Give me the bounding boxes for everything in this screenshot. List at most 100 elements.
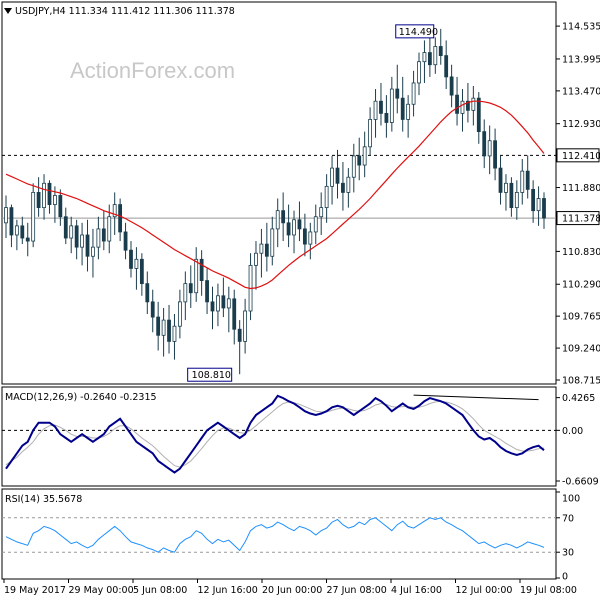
candles-group (4, 28, 546, 375)
candle-body (20, 225, 25, 239)
time-tick-label: 20 Jun 00:00 (262, 585, 322, 596)
time-tick-label: 12 Jul 00:00 (456, 585, 513, 596)
candle-body (194, 258, 199, 294)
candle-body (400, 97, 405, 120)
candle-body (292, 219, 296, 236)
candle-body (145, 283, 150, 303)
candle-body (466, 100, 470, 111)
candle-body (107, 216, 112, 242)
candle-body (319, 207, 324, 218)
candle-body (341, 182, 345, 193)
candle-body (221, 295, 226, 309)
candle-body (525, 170, 530, 190)
candle-body (482, 131, 487, 157)
hline-tag-frame (556, 148, 600, 163)
time-tick-label: 27 Jun 08:00 (327, 585, 387, 596)
rsi-tick-label: 70 (562, 513, 574, 524)
hline-tag: 112.410 (556, 148, 600, 163)
candle-body (112, 204, 117, 218)
high-label-frame (395, 24, 435, 39)
candle-body (476, 97, 481, 133)
candle-body (14, 225, 19, 236)
candle-body (286, 222, 291, 236)
rsi-tick-label: 30 (562, 548, 574, 559)
macd-panel: MACD(12,26,9) -0.2640 -0.2315 0.4265 0.00… (1, 386, 599, 488)
time-tick-label: 4 Jul 16:00 (391, 585, 442, 596)
time-tick-label: 29 May 00:00 (69, 585, 134, 596)
candle-body (63, 216, 68, 239)
candle-body (313, 216, 318, 233)
price-tick-label: 109.240 (562, 344, 600, 355)
price-panel-title: USDJPY,H4 111.334 111.412 111.306 111.37… (15, 6, 235, 17)
candle-body (449, 76, 454, 96)
candle-body (172, 325, 177, 342)
rsi-line (5, 517, 545, 553)
macd-tick-label: -0.6609 (562, 477, 599, 488)
candle-body (85, 234, 90, 257)
candle-body (417, 61, 421, 84)
candle-body (357, 155, 362, 166)
candle-body (536, 198, 541, 212)
candle-body (58, 195, 63, 218)
candle-body (373, 100, 378, 120)
candle-body (96, 228, 101, 248)
candle-body (368, 119, 373, 148)
candle-body (498, 167, 503, 193)
macd-panel-frame (1, 386, 557, 487)
candle-body (254, 252, 258, 266)
candle-body (384, 112, 389, 123)
candle-body (134, 258, 139, 269)
candle-body (330, 167, 334, 187)
rsi-tick-label: 0 (562, 572, 568, 583)
price-tick-label: 109.765 (562, 312, 600, 323)
candle-body (264, 243, 269, 257)
candle-body (422, 52, 427, 63)
low-label: 108.810 (192, 370, 231, 381)
candle-body (455, 94, 459, 114)
high-label-box: 114.490 (395, 24, 438, 39)
candle-body (139, 258, 144, 285)
watermark: ActionForex.com (70, 58, 235, 83)
candle-body (351, 155, 356, 178)
rsi-axis: 100 70 30 0 (556, 491, 580, 583)
candle-body (411, 82, 416, 105)
candle-body (427, 52, 432, 66)
candle-body (520, 170, 525, 193)
candle-body (444, 55, 449, 78)
candle-body (31, 192, 36, 242)
current-price-tag-frame (556, 211, 600, 226)
candle-body (161, 319, 166, 336)
time-tick-label: 12 Jun 16:00 (198, 585, 258, 596)
candle-body (118, 204, 123, 233)
candle-body (42, 182, 46, 209)
candle-body (177, 301, 182, 327)
candle-body (129, 249, 133, 269)
candle-body (4, 207, 8, 224)
price-tick-label: 110.290 (562, 280, 600, 291)
candle-body (80, 234, 84, 248)
candle-body (69, 225, 74, 239)
time-tick-label: 5 Jun 08:00 (133, 585, 187, 596)
candle-body (542, 198, 546, 219)
candle-body (167, 319, 171, 342)
current-price-tag: 111.378 (556, 211, 600, 226)
macd-title: MACD(12,26,9) -0.2640 -0.2315 (5, 392, 157, 403)
price-tick-label: 112.930 (562, 119, 600, 130)
macd-tick-label: 0.4265 (562, 393, 595, 404)
candle-body (395, 88, 400, 99)
candle-body (471, 97, 476, 111)
candle-body (183, 283, 188, 303)
candle-body (205, 280, 209, 303)
candle-body (389, 88, 394, 123)
candle-body (308, 231, 313, 245)
candle-body (74, 225, 79, 248)
candle-body (101, 228, 106, 242)
candle-body (362, 146, 367, 166)
low-label-box: 108.810 (187, 367, 233, 382)
candle-body (47, 182, 52, 205)
dropdown-triangle-icon[interactable] (4, 8, 12, 14)
macd-signal-line (5, 400, 545, 468)
time-tick-label: 19 May 2017 (4, 585, 66, 596)
price-tick-label: 113.995 (562, 54, 600, 65)
candle-body (123, 231, 128, 251)
